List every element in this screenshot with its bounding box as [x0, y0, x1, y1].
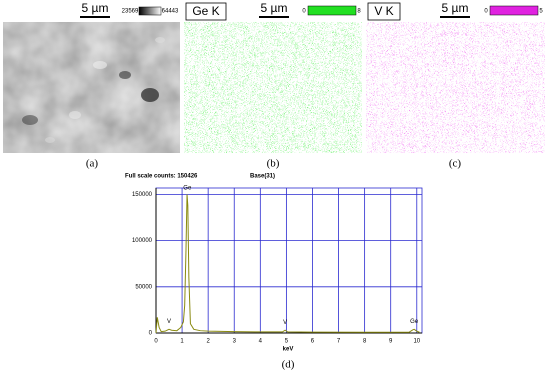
x-tick-label: 5: [285, 339, 289, 345]
y-tick-label: 50000: [135, 284, 152, 290]
x-tick-label: 9: [389, 339, 393, 345]
colorbar-min: 0: [484, 9, 488, 15]
peak-label: Ge: [410, 319, 419, 325]
x-tick-label: 4: [259, 339, 263, 345]
spectrum: 0 50000 100000 150000 0 1 2 3 4 5 6 7 8 9 10 Ge V V Ge: [132, 185, 423, 345]
y-tick-label: 100000: [132, 238, 153, 244]
scale-label: 5 µm: [261, 1, 288, 15]
colorbar-min: 0: [302, 9, 306, 15]
x-tick-label: 0: [154, 339, 158, 345]
scale-label: 5 µm: [442, 1, 469, 15]
colorbar: [307, 5, 357, 16]
x-tick-label: 7: [337, 339, 341, 345]
element-box: [367, 2, 401, 21]
panel-label: (a): [86, 158, 99, 170]
spectrum-header: Base(31): [250, 174, 275, 180]
colorbar-max: 8: [357, 9, 361, 15]
v-map: [366, 22, 545, 153]
scale-label: 5 µm: [82, 1, 109, 15]
peak-label: Ge: [183, 185, 192, 191]
panel-label: (d): [282, 359, 295, 371]
colorbar: [138, 6, 162, 16]
sem-image: [3, 22, 180, 153]
spectrum-header: Full scale counts: 150426: [125, 174, 198, 180]
element-label: Ge K: [192, 4, 219, 18]
element-box: [185, 2, 227, 21]
ge-map: [184, 22, 362, 153]
panel-label: (c): [449, 158, 462, 170]
y-tick-label: 150000: [132, 192, 153, 198]
x-axis-label: keV: [283, 347, 294, 353]
peak-label: V: [283, 320, 287, 326]
x-tick-label: 2: [206, 339, 210, 345]
x-tick-label: 3: [233, 339, 237, 345]
colorbar-min: 23569: [122, 9, 139, 15]
peak-label: V: [167, 319, 171, 325]
x-tick-label: 10: [413, 339, 420, 345]
x-tick-label: 1: [180, 339, 184, 345]
panel-label: (b): [267, 158, 280, 170]
spectrum-line: [155, 194, 420, 334]
colorbar-max: 64443: [162, 9, 179, 15]
y-tick-label: 0: [149, 331, 153, 337]
x-tick-label: 8: [363, 339, 367, 345]
colorbar: [489, 5, 539, 16]
plot-frame: [155, 187, 423, 334]
colorbar-max: 5: [539, 9, 543, 15]
element-label: V K: [374, 4, 393, 18]
x-tick-label: 6: [311, 339, 315, 345]
